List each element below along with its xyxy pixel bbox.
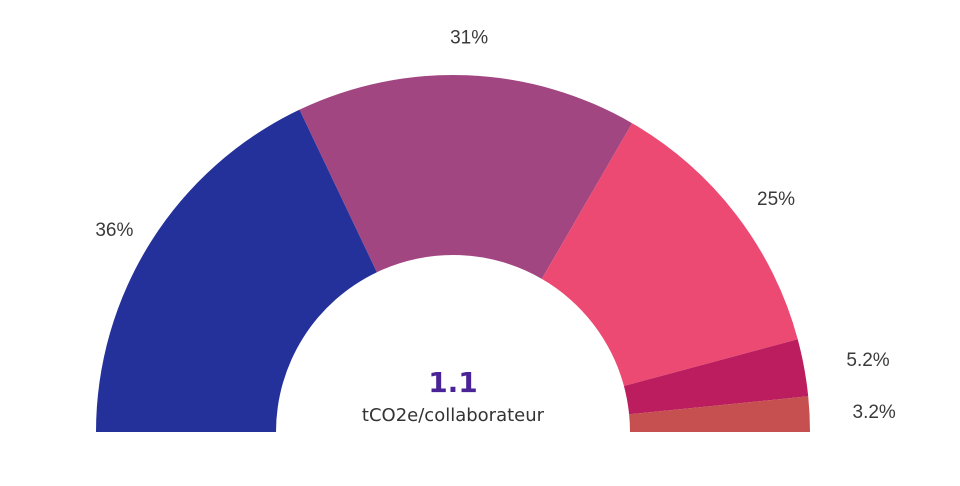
chart-slices xyxy=(96,74,810,432)
slice-label-1: 36% xyxy=(95,220,133,241)
chart-slice-labels: 36% 31% 25% 5.2% 3.2% xyxy=(95,27,896,423)
slice-3 xyxy=(541,123,798,387)
slice-label-5: 3.2% xyxy=(853,402,896,423)
slice-5 xyxy=(629,396,810,432)
slice-1 xyxy=(96,109,377,432)
slice-label-3: 25% xyxy=(757,189,795,210)
center-value: 1.1 xyxy=(428,366,478,399)
slice-label-4: 5.2% xyxy=(846,350,889,371)
slice-label-2: 31% xyxy=(450,27,488,48)
slice-2 xyxy=(299,74,633,279)
slice-4 xyxy=(623,339,809,415)
center-unit: tCO2e/collaborateur xyxy=(362,405,545,426)
